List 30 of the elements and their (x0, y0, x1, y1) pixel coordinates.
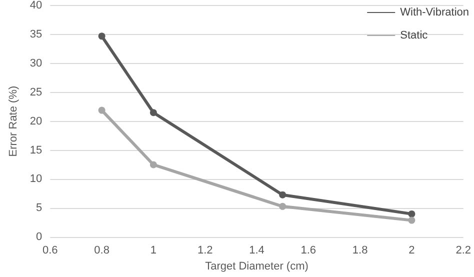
y-tick-label: 40 (30, 0, 42, 12)
x-tick-label: 0.6 (42, 244, 58, 257)
x-tick-label: 1.4 (249, 244, 264, 257)
y-tick-label: 25 (30, 86, 42, 98)
legend-label: Static (400, 30, 428, 42)
x-tick-label: 2 (408, 244, 415, 257)
point (279, 202, 286, 210)
y-tick-label: 5 (36, 202, 42, 214)
point (150, 109, 157, 116)
point (408, 210, 416, 218)
x-tick-label: 1 (150, 244, 157, 257)
x-tick-label: 0.8 (94, 244, 110, 257)
x-tick-label: 1.2 (197, 244, 213, 257)
y-tick-label: 30 (30, 57, 42, 70)
x-axis-title: Target Diameter (cm) (205, 260, 308, 272)
legend-label: With-Vibration (400, 6, 470, 18)
y-tick-label: 0 (36, 231, 42, 244)
point (150, 161, 157, 168)
y-tick-label: 35 (30, 28, 42, 40)
y-tick-label: 10 (30, 173, 42, 186)
point (279, 191, 286, 198)
x-tick-label: 1.6 (300, 244, 316, 257)
y-axis-title: Error Rate (%) (8, 86, 20, 157)
point (98, 106, 106, 114)
y-tick-label: 20 (30, 115, 42, 128)
x-tick-label: 1.8 (352, 244, 368, 257)
x-tick-label: 2.2 (456, 244, 472, 257)
point (98, 32, 106, 40)
point (408, 216, 416, 224)
y-tick-label: 15 (30, 144, 42, 156)
